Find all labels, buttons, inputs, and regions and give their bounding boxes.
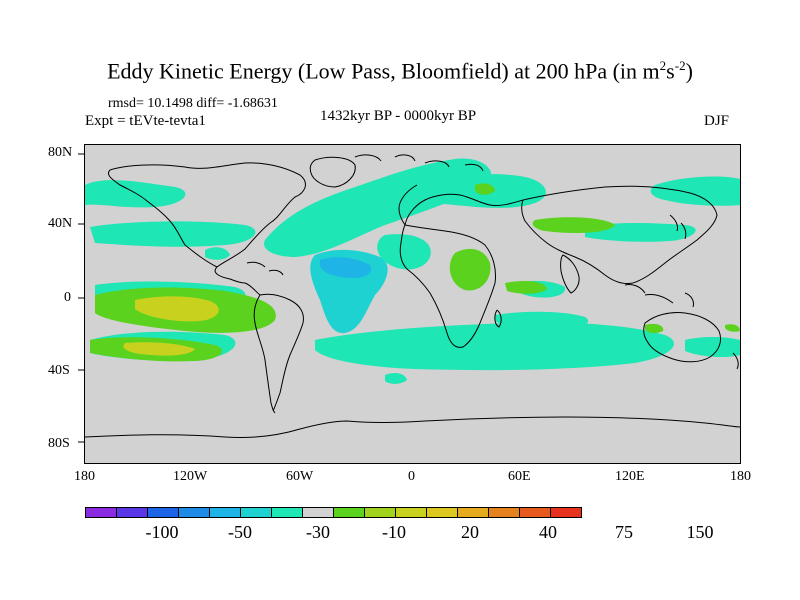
y-label-40s: 40S (48, 363, 70, 378)
southwest-pacific-negative (685, 336, 740, 358)
japan-coast (669, 214, 687, 240)
north-pacific-negative (85, 180, 186, 208)
season-label: DJF (704, 113, 730, 129)
negative-anomaly-regions (85, 158, 740, 384)
greenland-coast (309, 156, 356, 188)
y-label-40n: 40N (48, 216, 73, 231)
plot-title: Eddy Kinetic Energy (Low Pass, Bloomfiel… (107, 58, 693, 84)
positive-anomaly-regions (90, 183, 740, 362)
colorbar-label-neg30: -30 (306, 522, 330, 542)
south-atlantic-small-negative (385, 372, 407, 384)
south-america-coast (253, 293, 304, 414)
subtropical-pacific-negative (90, 221, 256, 247)
colorbar-cell-0 (86, 508, 117, 517)
colorbar-label-75: 75 (615, 522, 633, 542)
indian-ocean-negative (495, 311, 589, 331)
colorbar-label-40: 40 (539, 522, 557, 542)
arctic-islands (354, 154, 484, 172)
colorbar-cell-13 (489, 508, 520, 517)
colorbar-label-neg10: -10 (382, 522, 406, 542)
colorbar-label-150: 150 (686, 522, 714, 542)
x-label-120e: 120E (615, 469, 645, 484)
coastlines (85, 154, 740, 438)
colorbar-label-neg100: -100 (145, 522, 179, 542)
colorbar-cell-12 (458, 508, 489, 517)
x-label-0: 0 (408, 469, 415, 484)
europe-coast (398, 184, 524, 226)
x-label-120w: 120W (173, 469, 208, 484)
colorbar-label-neg50: -50 (228, 522, 252, 542)
x-label-60e: 60E (508, 469, 531, 484)
india-coast (560, 254, 580, 294)
southern-ocean-negative (315, 322, 674, 371)
east-pacific-core-positive (135, 296, 219, 322)
colorbar-cell-15 (551, 508, 581, 517)
colorbar-label-20: 20 (461, 522, 479, 542)
colorbar-cell-7 (303, 508, 334, 517)
africa-coast (399, 224, 496, 348)
madagascar-coast (494, 309, 502, 328)
map-panel (85, 145, 740, 463)
period-label: 1432kyr BP - 0000kyr BP (320, 108, 477, 124)
north-america-coast (107, 162, 306, 296)
indonesia-positive (645, 323, 664, 334)
colorbar (85, 507, 582, 518)
colorbar-cell-3 (179, 508, 210, 517)
southeast-asia-islands (624, 284, 694, 308)
colorbar-cell-11 (427, 508, 458, 517)
y-tick-marks (78, 153, 85, 443)
north-africa-negative (377, 234, 431, 270)
colorbar-cell-14 (520, 508, 551, 517)
x-label-180e: 180 (730, 469, 751, 484)
colorbar-cell-10 (396, 508, 427, 517)
colorbar-cell-5 (241, 508, 272, 517)
south-pacific-core-positive (123, 342, 195, 356)
east-pacific-negative (585, 223, 696, 242)
northeast-pacific-negative (650, 176, 740, 206)
anomaly-map (85, 145, 740, 463)
new-zealand-coast (732, 352, 739, 370)
x-label-60w: 60W (286, 469, 314, 484)
caribbean-islands (246, 261, 284, 276)
stats-text: rmsd= 10.1498 diff= -1.68631 (108, 96, 278, 111)
x-label-180w: 180 (74, 469, 95, 484)
colorbar-cell-1 (117, 508, 148, 517)
north-pacific-small-negative (205, 247, 230, 260)
y-label-80s: 80S (48, 436, 70, 451)
north-atlantic-positive (475, 183, 495, 195)
asia-coast (521, 185, 718, 284)
y-label-0: 0 (64, 290, 71, 305)
colorbar-cell-6 (272, 508, 303, 517)
y-label-80n: 80N (48, 145, 73, 160)
east-pacific-north-positive (532, 217, 615, 233)
africa-positive (449, 248, 491, 291)
colorbar-cell-9 (365, 508, 396, 517)
indian-ocean-positive (505, 281, 547, 294)
colorbar-cell-2 (148, 508, 179, 517)
antarctica-coast (85, 416, 740, 438)
colorbar-cell-8 (334, 508, 365, 517)
central-atlantic-negative (319, 257, 372, 279)
colorbar-cell-4 (210, 508, 241, 517)
experiment-label: Expt = tEVte-tevta1 (85, 113, 206, 129)
australia-coast (643, 312, 722, 363)
east-australia-positive (725, 324, 740, 332)
